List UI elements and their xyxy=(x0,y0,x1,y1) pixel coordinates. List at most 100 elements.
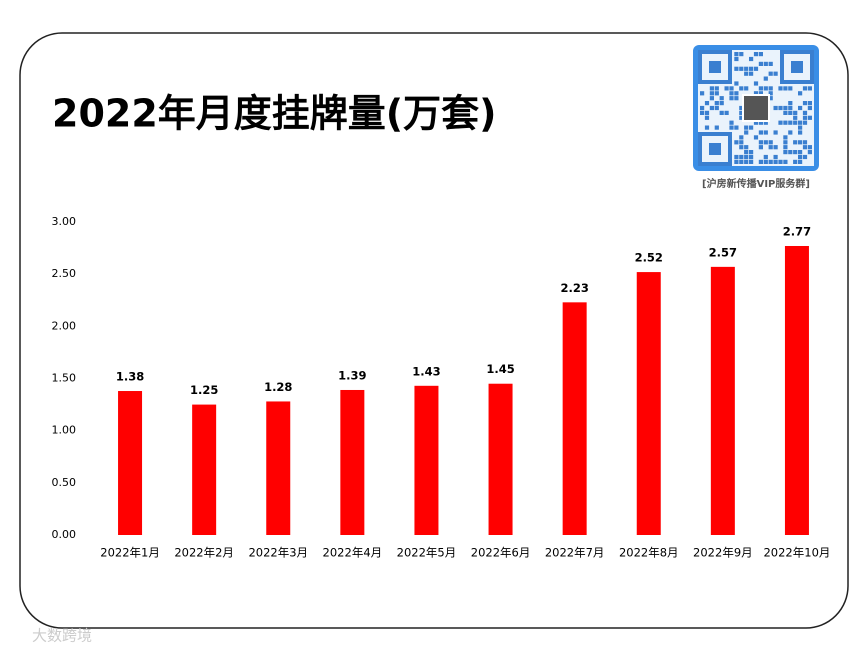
qr-avatar xyxy=(742,94,770,122)
qr-module xyxy=(758,140,763,145)
qr-module xyxy=(788,86,793,91)
qr-module xyxy=(758,120,763,125)
qr-module xyxy=(739,140,744,145)
qr-module xyxy=(734,159,739,164)
qr-module xyxy=(700,105,705,111)
qr-module xyxy=(729,120,734,125)
qr-module xyxy=(749,56,754,62)
qr-module xyxy=(773,105,778,111)
value-label: 1.28 xyxy=(264,380,292,394)
qr-module xyxy=(763,86,768,91)
qr-module xyxy=(753,52,759,57)
qr-module xyxy=(793,110,798,115)
qr-module xyxy=(802,154,808,160)
qr-module xyxy=(704,101,710,106)
qr-module xyxy=(783,110,788,115)
qr-module xyxy=(768,91,773,96)
qr-module xyxy=(763,140,768,145)
qr-module xyxy=(783,159,788,164)
qr-module xyxy=(798,125,803,130)
qr-module xyxy=(807,101,812,106)
qr-module xyxy=(788,130,793,135)
x-tick-label: 2022年6月 xyxy=(471,546,531,560)
x-tick-label: 2022年5月 xyxy=(397,546,457,560)
bar xyxy=(266,401,291,535)
qr-module xyxy=(714,91,719,96)
chart-title: 2022年月度挂牌量(万套) xyxy=(52,92,497,136)
qr-module xyxy=(739,66,744,71)
qr-module xyxy=(793,120,798,125)
value-label: 1.43 xyxy=(412,364,440,378)
qr-module xyxy=(788,150,793,155)
qr-module xyxy=(773,145,778,150)
qr-module xyxy=(802,140,808,145)
bar xyxy=(488,383,513,535)
qr-module xyxy=(802,86,808,91)
x-tick-label: 2022年3月 xyxy=(248,546,308,560)
qr-module xyxy=(719,96,724,101)
qr-module xyxy=(729,91,734,96)
qr-module xyxy=(749,150,754,155)
qr-finder-center xyxy=(709,61,721,73)
qr-module xyxy=(768,96,773,101)
qr-module xyxy=(798,154,803,160)
qr-module xyxy=(798,105,803,111)
qr-module xyxy=(753,120,759,125)
qr-module xyxy=(744,154,749,160)
qr-module xyxy=(763,120,768,125)
qr-module xyxy=(714,101,719,106)
qr-module xyxy=(724,110,729,115)
qr-module xyxy=(719,101,724,106)
qr-module xyxy=(739,159,744,164)
qr-module xyxy=(763,154,768,160)
qr-module xyxy=(749,159,754,164)
qr-module xyxy=(773,154,778,160)
qr-module xyxy=(768,61,773,66)
qr-module xyxy=(734,96,739,101)
bar xyxy=(340,389,365,535)
qr-module xyxy=(793,159,798,164)
y-tick-label: 0.50 xyxy=(52,476,77,489)
qr-module xyxy=(763,61,768,66)
qr-module xyxy=(753,135,759,140)
qr-code xyxy=(693,45,819,171)
value-label: 2.52 xyxy=(635,251,663,265)
qr-module xyxy=(714,105,719,111)
qr-module xyxy=(778,105,783,111)
qr-module xyxy=(739,135,744,140)
y-tick-label: 2.00 xyxy=(52,319,77,332)
qr-module xyxy=(749,125,754,130)
x-tick-label: 2022年1月 xyxy=(100,546,160,560)
qr-module xyxy=(778,86,783,91)
qr-module xyxy=(783,150,788,155)
qr-module xyxy=(739,110,744,115)
qr-module xyxy=(798,91,803,96)
qr-module xyxy=(739,86,744,91)
qr-module xyxy=(744,125,749,130)
qr-module xyxy=(753,66,759,71)
qr-module xyxy=(734,52,739,57)
qr-module xyxy=(802,145,808,150)
qr-finder-center xyxy=(709,143,721,155)
qr-module xyxy=(798,140,803,145)
qr-module xyxy=(734,91,739,96)
qr-module xyxy=(729,86,734,91)
qr-module xyxy=(768,140,773,145)
qr-module xyxy=(744,86,749,91)
qr-module xyxy=(793,140,798,145)
qr-module xyxy=(778,120,783,125)
x-tick-label: 2022年9月 xyxy=(693,546,753,560)
qr-module xyxy=(783,135,788,140)
qr-module xyxy=(749,154,754,160)
qr-module xyxy=(744,150,749,155)
qr-module xyxy=(793,150,798,155)
watermark: 大数跨境 xyxy=(32,627,92,645)
qr-module xyxy=(788,101,793,106)
qr-module xyxy=(802,110,808,115)
qr-finder xyxy=(698,50,732,84)
qr-module xyxy=(739,52,744,57)
value-label: 1.25 xyxy=(190,383,218,397)
qr-module xyxy=(763,130,768,135)
qr-finder xyxy=(698,132,732,166)
